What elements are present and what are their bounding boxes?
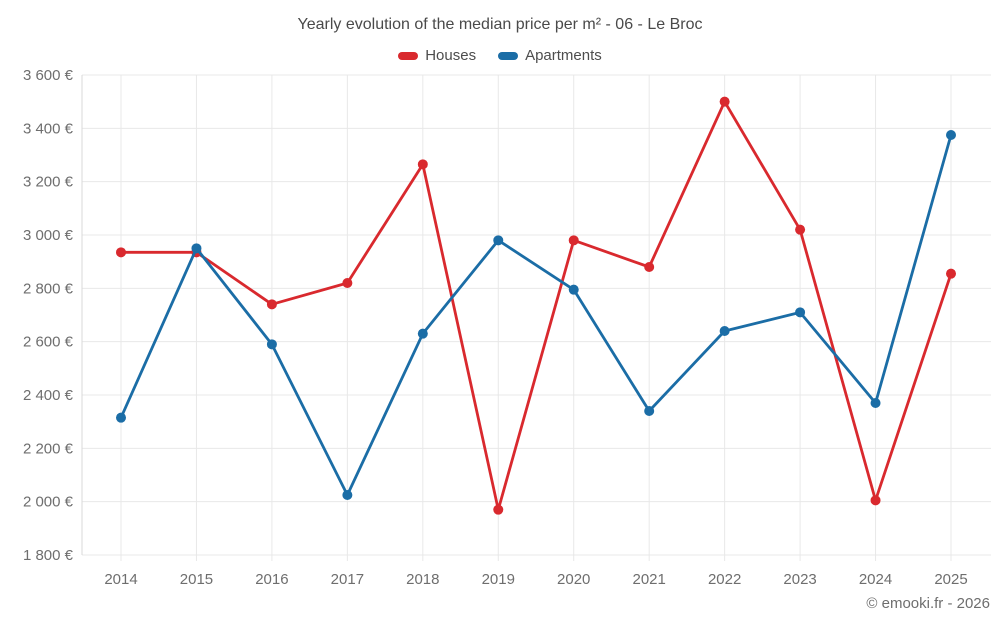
x-tick-label: 2015 bbox=[180, 571, 213, 588]
y-tick-label: 2 200 € bbox=[23, 440, 74, 457]
legend-label: Houses bbox=[425, 47, 477, 64]
line-houses bbox=[119, 100, 953, 512]
point-houses-2017[interactable] bbox=[342, 278, 353, 288]
y-tick-label: 3 200 € bbox=[23, 174, 74, 191]
line-apartments bbox=[119, 133, 953, 497]
point-apartments-2019[interactable] bbox=[493, 235, 504, 246]
point-houses-2020[interactable] bbox=[568, 235, 579, 246]
point-houses-2024[interactable] bbox=[870, 495, 881, 506]
legend-swatch-houses bbox=[398, 51, 419, 60]
x-tick-label: 2017 bbox=[331, 571, 364, 588]
chart-title: Yearly evolution of the median price per… bbox=[297, 16, 703, 33]
x-tick-label: 2020 bbox=[557, 571, 590, 588]
point-apartments-2015[interactable] bbox=[191, 243, 202, 254]
point-houses-2022[interactable] bbox=[719, 96, 730, 107]
y-tick-label: 1 800 € bbox=[23, 547, 74, 564]
x-tick-label: 2025 bbox=[934, 571, 967, 588]
y-tick-label: 2 400 € bbox=[23, 387, 74, 404]
point-apartments-2024[interactable] bbox=[870, 398, 881, 408]
x-tick-label: 2023 bbox=[783, 571, 816, 588]
x-tick-label: 2021 bbox=[632, 571, 665, 588]
legend-swatch-apartments bbox=[498, 51, 519, 60]
attribution: © emooki.fr - 2026 bbox=[866, 595, 990, 612]
y-tick-label: 2 600 € bbox=[23, 334, 74, 351]
chart-legend: Houses Apartments bbox=[0, 47, 1000, 64]
y-tick-label: 3 400 € bbox=[23, 120, 74, 137]
legend-label: Apartments bbox=[525, 47, 602, 64]
x-tick-label: 2022 bbox=[708, 571, 741, 588]
point-houses-2019[interactable] bbox=[493, 504, 504, 515]
point-apartments-2020[interactable] bbox=[568, 284, 579, 295]
x-tick-label: 2018 bbox=[406, 571, 439, 588]
point-apartments-2025[interactable] bbox=[946, 130, 956, 140]
y-tick-label: 2 000 € bbox=[23, 494, 74, 511]
point-houses-2025[interactable] bbox=[946, 268, 956, 279]
point-houses-2016[interactable] bbox=[266, 299, 277, 310]
point-apartments-2018[interactable] bbox=[417, 328, 428, 339]
point-apartments-2023[interactable] bbox=[795, 307, 806, 318]
point-houses-2023[interactable] bbox=[795, 224, 806, 235]
legend-item-houses[interactable]: Houses bbox=[398, 47, 476, 64]
point-apartments-2016[interactable] bbox=[266, 339, 277, 350]
point-apartments-2022[interactable] bbox=[719, 326, 730, 336]
point-houses-2021[interactable] bbox=[644, 262, 655, 272]
x-tick-label: 2024 bbox=[859, 571, 892, 588]
point-houses-2014[interactable] bbox=[116, 247, 126, 258]
x-tick-label: 2019 bbox=[482, 571, 515, 588]
point-apartments-2017[interactable] bbox=[342, 490, 353, 500]
y-tick-label: 3 000 € bbox=[23, 227, 74, 244]
x-tick-label: 2016 bbox=[255, 571, 288, 588]
legend-item-apartments[interactable]: Apartments bbox=[498, 47, 602, 64]
y-tick-label: 2 800 € bbox=[23, 280, 74, 297]
point-apartments-2014[interactable] bbox=[116, 412, 126, 423]
x-tick-label: 2014 bbox=[104, 571, 137, 588]
point-apartments-2021[interactable] bbox=[644, 406, 655, 416]
point-houses-2018[interactable] bbox=[417, 159, 428, 170]
y-tick-label: 3 600 € bbox=[23, 67, 74, 84]
